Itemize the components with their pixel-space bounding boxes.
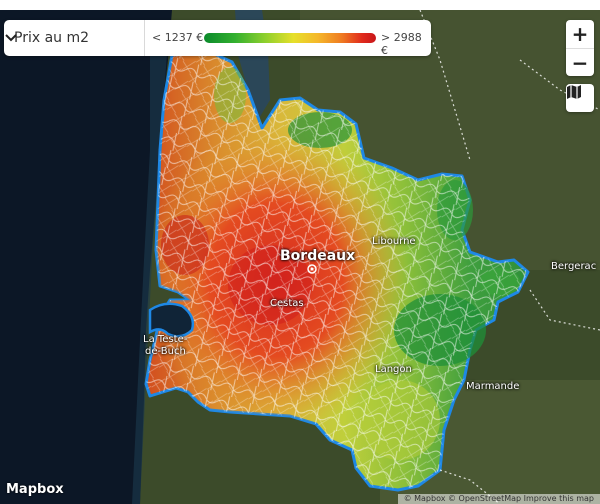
label-cestas: Cestas [270,298,304,309]
metric-select-value: Prix au m2 [14,30,90,46]
label-libourne: Libourne [372,236,416,247]
zoom-control: + − [566,20,594,76]
bordeaux-marker [307,264,317,274]
label-bergerac: Bergerac [551,261,597,272]
ocean [0,10,172,504]
metric-select[interactable]: Prix au m2 [4,20,145,56]
legend-min-label: < 1237 € [152,31,204,44]
legend-color-scale [204,33,376,43]
zoom-out-button[interactable]: − [566,48,594,76]
top-strip [0,0,600,10]
map-attribution[interactable]: © Mapbox © OpenStreetMap Improve this ma… [397,494,600,504]
zoom-in-button[interactable]: + [571,22,589,46]
mapbox-logo[interactable]: Mapbox [6,482,64,497]
gironde-choropleth[interactable] [144,50,530,492]
label-la-teste-1: La Teste- [143,334,188,345]
label-marmande: Marmande [466,381,520,392]
legend-max-label: > 2988 € [381,31,422,57]
chevron-down-icon [5,34,17,42]
label-la-teste-2: de-Buch [145,346,186,357]
map-icon [567,85,581,99]
map-style-button[interactable] [566,84,594,112]
label-langon: Langon [375,364,412,375]
control-panel: Prix au m2 < 1237 € > 2988 € [4,20,431,57]
label-bordeaux: Bordeaux [280,248,356,264]
arcachon-basin [148,302,195,338]
